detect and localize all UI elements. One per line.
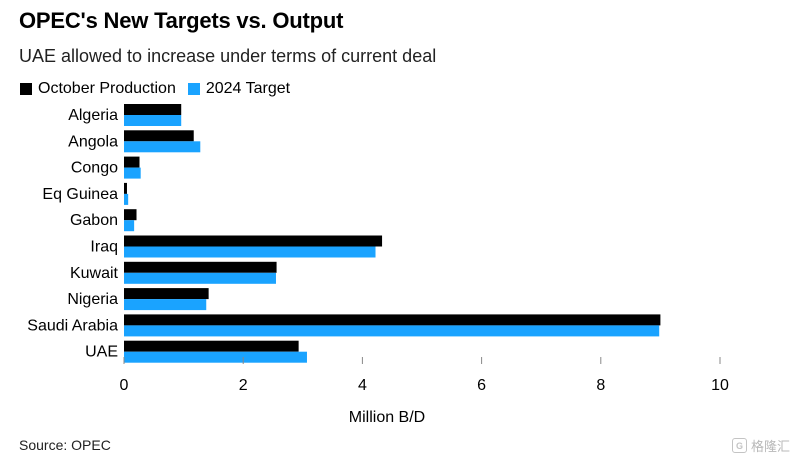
bar-october-production-iraq bbox=[124, 235, 383, 247]
bar-october-production-angola bbox=[124, 130, 194, 142]
category-label-iraq: Iraq bbox=[90, 239, 118, 256]
bar-october-production-saudi-arabia bbox=[124, 314, 661, 326]
bar-october-production-gabon bbox=[124, 209, 137, 221]
bar-october-production-algeria bbox=[124, 104, 182, 115]
bar-october-production-nigeria bbox=[124, 288, 209, 300]
x-tick-label-4: 4 bbox=[358, 377, 367, 394]
category-label-eq-guinea: Eq Guinea bbox=[42, 186, 118, 203]
x-axis-title: Million B/D bbox=[349, 409, 425, 426]
x-tick-label-0: 0 bbox=[120, 377, 129, 394]
legend-label-target: 2024 Target bbox=[205, 80, 291, 97]
legend-item-target: 2024 Target bbox=[187, 80, 291, 98]
category-label-uae: UAE bbox=[85, 344, 118, 361]
bar-2024-target-congo bbox=[124, 167, 141, 179]
category-label-saudi-arabia: Saudi Arabia bbox=[27, 317, 118, 334]
legend-label-production: October Production bbox=[38, 80, 176, 97]
bar-2024-target-saudi-arabia bbox=[124, 325, 660, 337]
category-label-nigeria: Nigeria bbox=[67, 291, 118, 308]
chart-subtitle: UAE allowed to increase under terms of c… bbox=[19, 46, 437, 66]
category-label-algeria: Algeria bbox=[68, 107, 118, 124]
bar-october-production-congo bbox=[124, 156, 140, 168]
legend-item-production: October Production bbox=[20, 80, 176, 98]
x-tick-label-8: 8 bbox=[596, 377, 605, 394]
x-tick-label-2: 2 bbox=[239, 377, 248, 394]
source-note: Source: OPEC bbox=[19, 437, 111, 453]
category-label-angola: Angola bbox=[68, 133, 118, 150]
bar-2024-target-uae bbox=[124, 351, 307, 363]
bar-2024-target-eq-guinea bbox=[124, 193, 129, 205]
bar-2024-target-nigeria bbox=[124, 299, 207, 311]
category-label-congo: Congo bbox=[71, 160, 118, 177]
bar-2024-target-kuwait bbox=[124, 272, 276, 284]
category-label-gabon: Gabon bbox=[70, 212, 118, 229]
bar-2024-target-angola bbox=[124, 141, 201, 153]
bar-october-production-kuwait bbox=[124, 261, 277, 273]
legend-swatch-production bbox=[20, 83, 32, 95]
x-tick-label-10: 10 bbox=[711, 377, 729, 394]
category-label-kuwait: Kuwait bbox=[70, 265, 119, 282]
legend-swatch-target bbox=[187, 83, 200, 95]
bar-october-production-uae bbox=[124, 340, 299, 352]
watermark-logo-icon: G bbox=[731, 438, 747, 453]
bar-2024-target-algeria bbox=[124, 115, 182, 126]
bar-2024-target-iraq bbox=[124, 246, 376, 258]
chart-title: OPEC's New Targets vs. Output bbox=[19, 8, 344, 33]
watermark-text: 格隆汇 bbox=[750, 439, 790, 454]
bar-2024-target-gabon bbox=[124, 220, 135, 232]
legend: October Production 2024 Target bbox=[20, 80, 302, 98]
watermark: G 格隆汇 bbox=[731, 436, 790, 455]
x-tick-label-6: 6 bbox=[477, 377, 486, 394]
bar-october-production-eq-guinea bbox=[124, 182, 127, 194]
